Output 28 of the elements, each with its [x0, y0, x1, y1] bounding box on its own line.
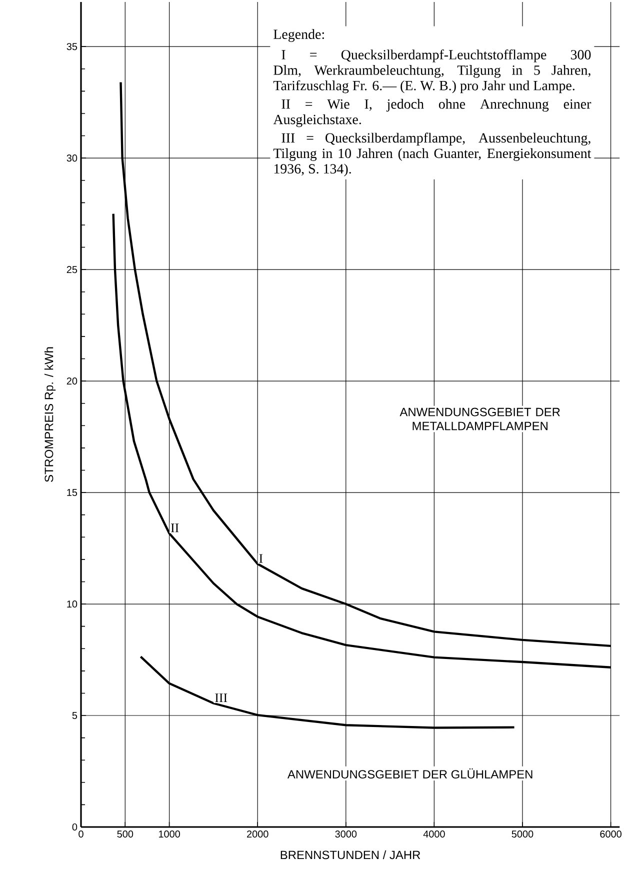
legend-title: Legende:: [274, 29, 324, 42]
x-tick-label: 6000: [600, 830, 622, 838]
series-label: I: [259, 554, 263, 563]
y-tick-label: 30: [66, 154, 78, 162]
x-tick-label: 4000: [423, 830, 445, 838]
line-series: [140, 656, 516, 729]
x-tick-label: 5000: [512, 830, 534, 838]
y-tick-label: 0: [72, 823, 78, 831]
y-tick-label: 25: [66, 266, 78, 274]
series-label: II: [170, 524, 179, 532]
series-label: III: [215, 694, 228, 702]
annotation: I = Quecksilberdampf-Leuchtstofflampe 300 Dlm, Werkraumbeleuchtung, Tilgung in 5 Jahren, Tarifzuschlag Fr. 6.— (E. W. B.) pro Jahr und Lampe.: [273, 49, 591, 94]
x-tick-label: 3000: [335, 830, 357, 838]
y-tick-label: 5: [72, 712, 78, 719]
x-tick-label: 1000: [158, 830, 180, 838]
y-tick-label: 15: [67, 489, 78, 496]
y-tick-label: 35: [66, 43, 78, 50]
y-tick-label: 10: [67, 600, 78, 608]
annotation: ANWENDUNGSGEBIET DER GLÜHLAMPEN: [287, 768, 532, 779]
y-axis-title: STROMPREIS Rp. / kWh: [44, 347, 56, 482]
annotation: III = Quecksilberdampflampe, Aussenbeleuchtung, Tilgung in 10 Jahren (nach Guanter, Energiekonsument 1936, S. 134).: [273, 132, 592, 176]
x-tick-label: 2000: [247, 830, 268, 838]
annotation: II = Wie I, jedoch ohne Anrechnung einer Ausgleichstaxe.: [273, 98, 592, 128]
x-tick-label: 500: [117, 830, 134, 838]
annotation: ANWENDUNGSGEBIET DER METALLDAMPFLAMPEN: [400, 408, 560, 430]
y-tick-label: 20: [66, 378, 78, 385]
x-tick-label: 0: [78, 830, 84, 838]
x-axis-title: BRENNSTUNDEN / JAHR: [280, 850, 420, 860]
